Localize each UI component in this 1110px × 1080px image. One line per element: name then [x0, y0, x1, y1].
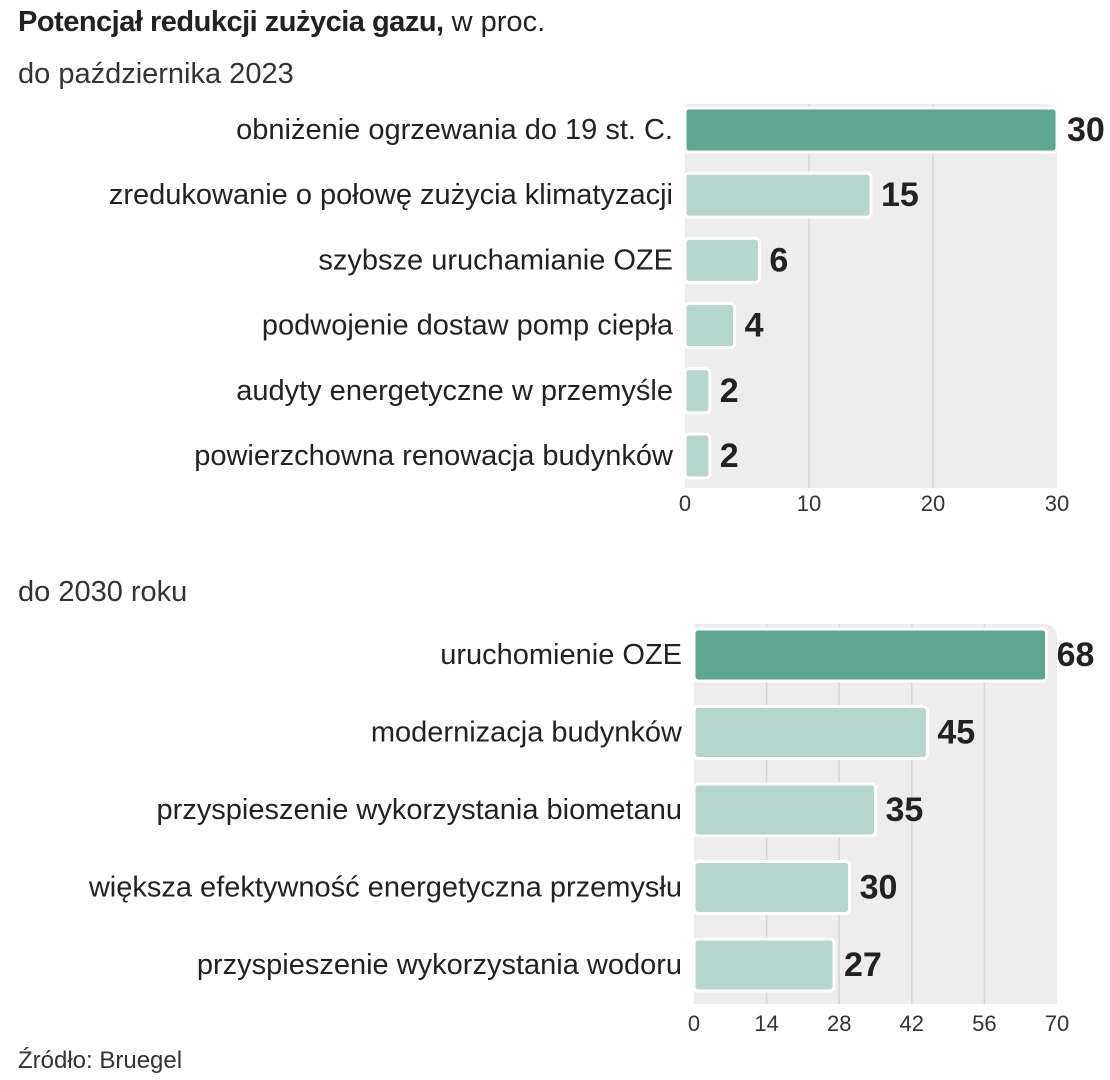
category-label: modernizacja budynków: [371, 717, 683, 749]
bar: [683, 302, 737, 350]
value-label: 15: [881, 176, 919, 214]
value-label: 45: [937, 714, 975, 752]
source-note: Źródło: Bruegel: [18, 1047, 183, 1074]
bar: [692, 782, 877, 838]
bar: [692, 937, 836, 993]
x-tick-label: 70: [1045, 1011, 1069, 1036]
x-tick-label: 42: [900, 1011, 924, 1036]
category-label: większa efektywność energetyczna przemys…: [88, 872, 682, 904]
value-label: 27: [844, 946, 882, 984]
bar: [683, 106, 1059, 154]
x-tick-label: 10: [797, 491, 821, 516]
value-label: 30: [860, 869, 898, 907]
x-tick-label: 20: [921, 491, 945, 516]
chart-title: Potencjał redukcji zużycia gazu, w proc.: [18, 4, 545, 40]
category-label: przyspieszenie wykorzystania biometanu: [157, 794, 682, 826]
category-label: przyspieszenie wykorzystania wodoru: [197, 949, 682, 981]
value-label: 2: [720, 437, 739, 475]
category-label: szybsze uruchamianie OZE: [318, 244, 673, 276]
value-label: 6: [769, 241, 788, 279]
bar: [692, 860, 852, 915]
category-label: uruchomienie OZE: [440, 639, 682, 671]
chart1-subtitle: do października 2023: [18, 58, 294, 90]
x-tick-label: 28: [827, 1011, 851, 1036]
x-tick-label: 0: [688, 1011, 700, 1036]
category-label: powierzchowna renowacja budynków: [194, 440, 674, 472]
chart-title-unit: w proc.: [443, 6, 546, 38]
chart2-subtitle: do 2030 roku: [18, 576, 188, 608]
x-tick-label: 30: [1045, 491, 1069, 516]
bar: [683, 236, 761, 284]
value-label: 2: [720, 372, 739, 410]
value-label: 4: [745, 307, 764, 345]
category-label: zredukowanie o połowę zużycia klimatyzac…: [109, 179, 673, 211]
x-tick-label: 0: [679, 491, 691, 516]
bar: [692, 627, 1049, 683]
plot-background: [685, 104, 1057, 488]
value-label: 35: [886, 791, 924, 829]
x-tick-label: 14: [754, 1011, 778, 1036]
x-tick-label: 56: [972, 1011, 996, 1036]
category-label: obniżenie ogrzewania do 19 st. C.: [236, 114, 673, 146]
bar: [683, 432, 712, 480]
value-label: 68: [1057, 636, 1095, 674]
chart-title-main: Potencjał redukcji zużycia gazu,: [18, 6, 444, 38]
chart-2030: uruchomienie OZE 68 modernizacja budynków 4…: [88, 624, 1095, 1036]
bar: [683, 171, 873, 219]
category-label: audyty energetyczne w przemyśle: [236, 375, 673, 407]
category-label: podwojenie dostaw pomp ciepła: [262, 310, 674, 342]
bar: [692, 705, 929, 760]
value-label: 30: [1067, 111, 1105, 149]
bar: [683, 367, 712, 415]
chart-october-2023: obniżenie ogrzewania do 19 st. C. 30 zredu…: [109, 104, 1105, 516]
